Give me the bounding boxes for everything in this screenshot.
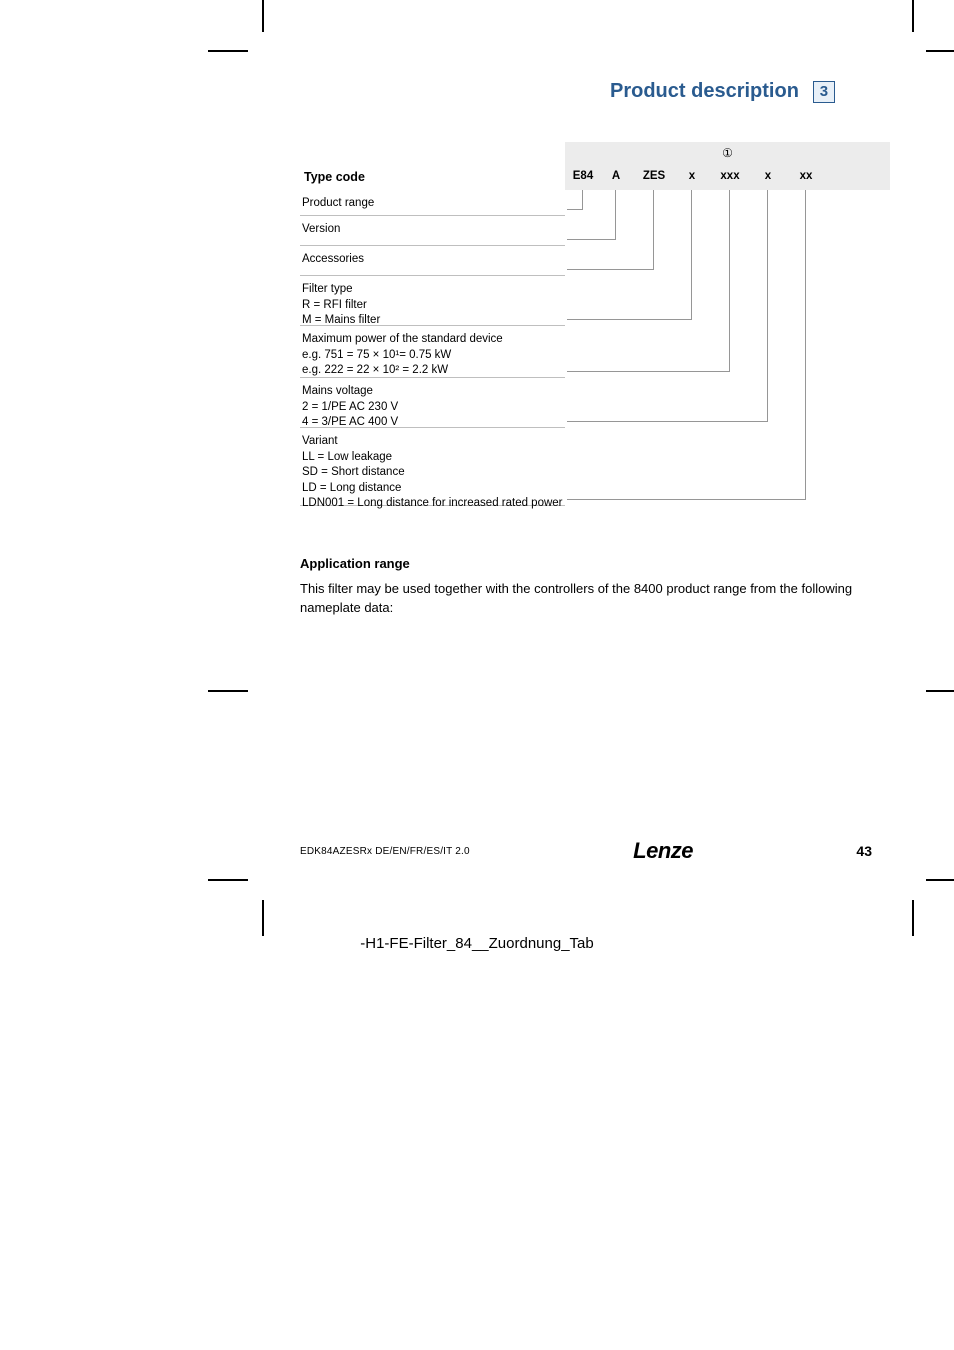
typecode-col: ZES [631,164,677,190]
typecode-row-text: Variant LL = Low leakage SD = Short dist… [300,428,565,506]
brand-logo: Lenze [633,838,693,864]
spacer [300,142,565,164]
application-heading: Application range [300,556,410,571]
typecode-row-text: Accessories [300,246,565,276]
typecode-connector [567,190,806,500]
crop-mark [208,50,248,52]
typecode-label: Type code [300,164,565,190]
typecode-symbol: ① [565,142,890,164]
typecode-col: A [601,164,631,190]
typecode-row-text: Product range [300,190,565,216]
figure-caption: -H1-FE-Filter_84__Zuordnung_Tab [0,935,954,952]
typecode-row-text: Filter type R = RFI filter M = Mains fil… [300,276,565,326]
typecode-header-row: Type code E84 A ZES x xxx x xx [300,164,890,190]
section-title: Product description [610,80,799,103]
typecode-table: ① Type code E84 A ZES x xxx x xx Product… [300,142,890,506]
crop-mark [912,0,914,32]
typecode-row-text: Mains voltage 2 = 1/PE AC 230 V 4 = 3/PE… [300,378,565,428]
crop-mark [208,690,248,692]
crop-mark [262,900,264,936]
typecode-col: xxx [707,164,753,190]
typecode-col: E84 [565,164,601,190]
application-paragraph: This filter may be used together with th… [300,580,872,618]
typecode-columns: E84 A ZES x xxx x xx [565,164,890,190]
crop-mark [208,879,248,881]
page-header: Product description 3 [610,80,835,103]
typecode-col: x [677,164,707,190]
typecode-row-text: Version [300,216,565,246]
crop-mark [926,50,954,52]
page-footer: EDK84AZESRx DE/EN/FR/ES/IT 2.0 Lenze 43 [300,838,872,864]
typecode-col: xx [783,164,829,190]
crop-mark [912,900,914,936]
section-number-badge: 3 [813,81,835,103]
crop-mark [262,0,264,32]
page-number: 43 [856,843,872,859]
document-id: EDK84AZESRx DE/EN/FR/ES/IT 2.0 [300,846,470,857]
crop-mark [926,879,954,881]
crop-mark [926,690,954,692]
typecode-symbol-row: ① [300,142,890,164]
page: Product description 3 ① Type code E84 A … [0,0,954,1350]
typecode-row-text: Maximum power of the standard device e.g… [300,326,565,378]
typecode-col [829,164,847,190]
typecode-col: x [753,164,783,190]
